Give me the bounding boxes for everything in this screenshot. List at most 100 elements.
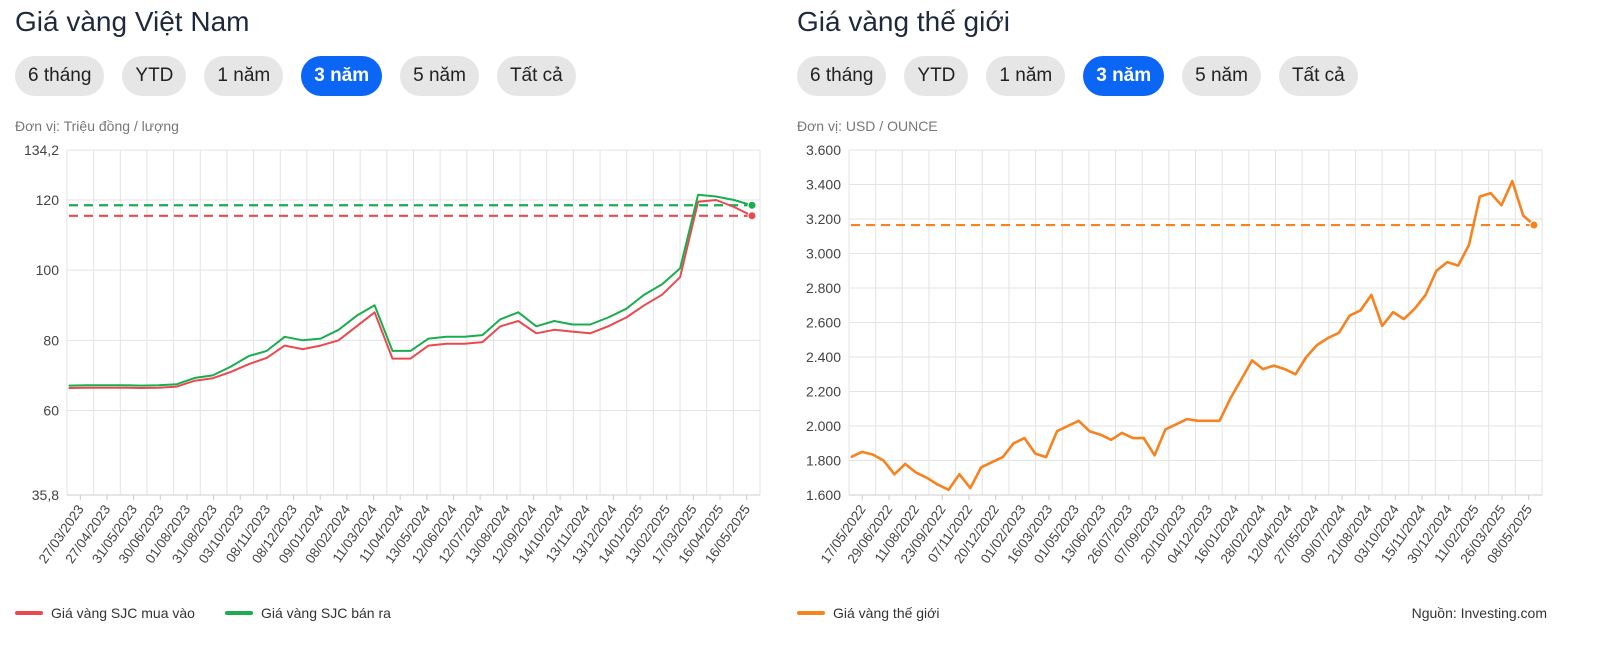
range-6-months-button[interactable]: 6 tháng xyxy=(15,56,105,96)
range-all-button[interactable]: Tất cả xyxy=(1278,56,1358,96)
series-line[interactable] xyxy=(68,199,753,389)
data-point xyxy=(1273,365,1275,367)
data-point xyxy=(445,343,447,345)
data-point xyxy=(1013,442,1015,444)
y-tick-label: 35,8 xyxy=(32,487,59,503)
range-1-year-button[interactable]: 1 năm xyxy=(204,56,284,96)
last-value-marker[interactable] xyxy=(747,211,757,221)
data-point xyxy=(991,461,993,463)
data-point xyxy=(212,374,214,376)
data-point xyxy=(850,456,852,458)
range-ytd-button[interactable]: YTD xyxy=(122,56,187,96)
legend-swatch-red xyxy=(15,611,43,615)
data-point xyxy=(481,334,483,336)
data-point xyxy=(1435,270,1437,272)
y-tick-label: 1.600 xyxy=(806,487,841,503)
data-point xyxy=(1197,420,1199,422)
data-point xyxy=(958,473,960,475)
data-point xyxy=(643,294,645,296)
data-point xyxy=(140,385,142,387)
data-point xyxy=(338,329,340,331)
range-ytd-button[interactable]: YTD xyxy=(904,56,969,96)
data-point xyxy=(1284,368,1286,370)
data-point xyxy=(499,325,501,327)
legend-item-sell[interactable]: Giá vàng SJC bán ra xyxy=(224,605,391,621)
y-tick-label: 2.200 xyxy=(806,384,841,400)
data-point xyxy=(266,350,268,352)
data-point xyxy=(391,350,394,352)
legend-item-buy[interactable]: Giá vàng SJC mua vào xyxy=(15,605,195,621)
data-point xyxy=(212,377,214,379)
range-5-years-button[interactable]: 5 năm xyxy=(1182,56,1261,96)
data-point xyxy=(1088,430,1091,432)
data-point xyxy=(1034,453,1036,455)
legend-label: Giá vàng SJC mua vào xyxy=(51,605,195,621)
data-point xyxy=(284,345,286,347)
data-point xyxy=(356,315,358,317)
data-point xyxy=(86,387,88,389)
data-point xyxy=(1240,378,1242,380)
range-1-year-button[interactable]: 1 năm xyxy=(986,56,1066,96)
data-point xyxy=(176,383,178,385)
data-point xyxy=(715,195,717,198)
range-3-years-button[interactable]: 3 năm xyxy=(1083,56,1165,96)
data-point xyxy=(1327,337,1329,339)
panel-title: Giá vàng Việt Nam xyxy=(15,6,250,37)
y-tick-label: 2.800 xyxy=(806,280,841,296)
data-point xyxy=(1045,456,1047,458)
data-point xyxy=(1500,204,1503,206)
data-point xyxy=(535,332,537,334)
data-point xyxy=(517,311,519,313)
legend-swatch-green xyxy=(224,611,253,615)
data-point xyxy=(915,472,917,474)
y-tick-label: 2.000 xyxy=(806,418,841,434)
data-point xyxy=(302,339,304,341)
data-point xyxy=(969,487,971,489)
data-point xyxy=(320,345,322,347)
data-point xyxy=(872,453,874,456)
range-all-button[interactable]: Tất cả xyxy=(496,56,576,96)
data-point xyxy=(1359,309,1362,311)
range-3-years-button[interactable]: 3 năm xyxy=(301,56,383,96)
data-point xyxy=(571,331,573,333)
data-point xyxy=(409,350,412,352)
data-point xyxy=(104,387,106,389)
data-point xyxy=(1132,437,1134,439)
data-point xyxy=(553,329,555,331)
data-point xyxy=(1479,196,1481,198)
data-point xyxy=(625,308,627,310)
data-point xyxy=(1023,437,1026,439)
data-point xyxy=(980,466,982,468)
series-line[interactable] xyxy=(850,179,1535,492)
data-point xyxy=(158,387,160,389)
series-line[interactable] xyxy=(68,193,753,387)
data-point xyxy=(409,358,412,360)
range-5-years-button[interactable]: 5 năm xyxy=(400,56,479,96)
data-point xyxy=(463,343,465,345)
legend-item-world[interactable]: Giá vàng thế giới xyxy=(797,605,939,621)
data-point xyxy=(391,358,394,360)
data-point xyxy=(607,325,609,327)
data-point xyxy=(481,341,483,343)
data-point xyxy=(1056,430,1058,432)
data-point xyxy=(1067,425,1069,427)
y-tick-label: 100 xyxy=(36,262,60,278)
last-value-marker[interactable] xyxy=(747,200,757,210)
legend-swatch-orange xyxy=(797,611,825,615)
data-point xyxy=(882,459,885,462)
data-point xyxy=(571,323,573,326)
data-point xyxy=(697,201,699,203)
data-point xyxy=(140,387,142,389)
data-point xyxy=(1175,423,1177,425)
y-tick-label: 3.600 xyxy=(806,142,841,158)
data-point xyxy=(230,371,232,373)
y-tick-label: 3.000 xyxy=(806,246,841,262)
y-tick-label: 134,2 xyxy=(24,142,59,158)
range-6-months-button[interactable]: 6 tháng xyxy=(797,56,887,96)
last-value-marker[interactable] xyxy=(1529,220,1539,230)
data-point xyxy=(553,320,555,322)
data-point xyxy=(248,355,250,357)
range-selector: 6 tháng YTD 1 năm 3 năm 5 năm Tất cả xyxy=(797,56,1358,96)
world-gold-chart: 1.600 1.800 2.000 2.200 2.400 2.600 2.800 3.000… xyxy=(806,142,1543,566)
data-point xyxy=(86,384,88,386)
